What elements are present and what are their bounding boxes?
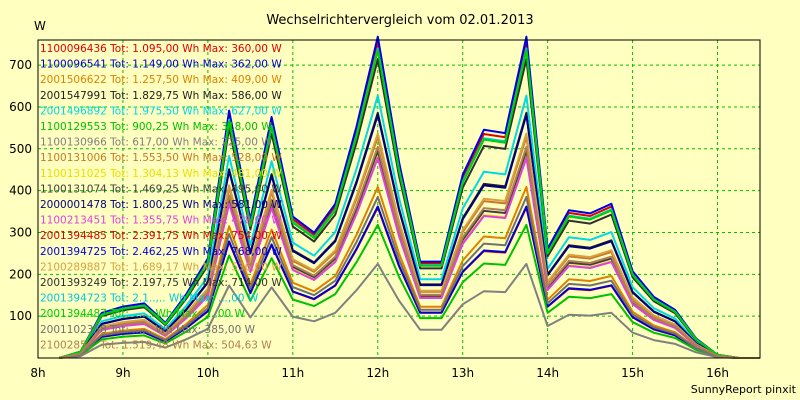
- legend-entry: 2001393249 Tot: 2.197,75 Wh Max: 714,00 …: [40, 277, 282, 289]
- x-axis-ticks: 8h 9h 10h 11h 12h 13h 14h 15h 16h: [30, 366, 729, 380]
- legend: 1100096436 Tot: 1.095,00 Wh Max: 360,00 …: [40, 43, 282, 351]
- y-tick-label: 200: [9, 267, 32, 281]
- series-line: [59, 223, 760, 359]
- plot-frame: [37, 39, 761, 359]
- y-tick-label: 700: [9, 58, 32, 72]
- series-line: [59, 262, 760, 359]
- x-tick-label: 8h: [30, 366, 45, 380]
- legend-entry: 1100096541 Tot: 1.149,00 Wh Max: 362,00 …: [40, 59, 282, 71]
- legend-entry: 1100131074 Tot: 1.469,25 Wh Max: 495,00 …: [40, 183, 282, 195]
- legend-entry: 2001394487 Tot: ...... Wh Max: ...,00 W: [40, 308, 246, 320]
- legend-entry: 2001506622 Tot: 1.257,50 Wh Max: 409,00 …: [40, 74, 282, 86]
- y-tick-label: 100: [9, 309, 32, 323]
- x-tick-label: 10h: [196, 366, 219, 380]
- footer-credit: SunnyReport pinxit: [691, 383, 797, 396]
- legend-entry: 2001547991 Tot: 1.829,75 Wh Max: 586,00 …: [40, 90, 282, 102]
- series-line: [59, 157, 760, 359]
- legend-entry: 1100131006 Tot: 1.553,50 Wh Max: 528,00 …: [40, 152, 282, 164]
- series-line: [59, 185, 760, 359]
- y-axis-ticks: 100 200 300 400 500 600 700: [9, 58, 32, 323]
- x-tick-label: 15h: [621, 366, 644, 380]
- legend-entry: 2001394725 Tot: 2.462,25 Wh Max: 768,00 …: [40, 246, 282, 258]
- legend-entry: 1100130966 Tot: 617,00 Wh Max: 225,00 W: [40, 137, 272, 149]
- x-tick-label: 9h: [115, 366, 130, 380]
- series-line: [58, 94, 760, 359]
- legend-entry: 2100285... Tot: 1.519,48 Wh Max: 504,63 …: [40, 339, 272, 351]
- legend-entry: 2001394723 Tot: 2.1..,.. Wh Max: ...,00 …: [40, 293, 259, 305]
- legend-entry: 2001394485 Tot: 2.391,75 Wh Max: 754,00 …: [40, 230, 282, 242]
- x-tick-label: 13h: [451, 366, 474, 380]
- x-tick-label: 14h: [536, 366, 559, 380]
- chart-title: Wechselrichtervergleich vom 02.01.2013: [266, 13, 533, 28]
- x-tick-label: 16h: [706, 366, 729, 380]
- legend-entry: 2001496892 Tot: 1.975,50 Wh Max: 627,00 …: [40, 105, 282, 117]
- legend-entry: 2001102358 Tot: ...... Wh Max: 385,00 W: [40, 324, 256, 336]
- series-line: [58, 132, 760, 359]
- legend-entry: 1100213451 Tot: 1.355,75 Wh Max: 478,00 …: [40, 215, 282, 227]
- y-tick-label: 300: [9, 225, 32, 239]
- legend-entry: 1100129553 Tot: 900,25 Wh Max: 318,00 W: [40, 121, 272, 133]
- legend-entry: 1100096436 Tot: 1.095,00 Wh Max: 360,00 …: [40, 43, 282, 55]
- series-line: [59, 145, 760, 359]
- x-tick-label: 12h: [366, 366, 389, 380]
- y-tick-label: 600: [9, 100, 32, 114]
- series-line: [58, 35, 760, 359]
- y-tick-label: 400: [9, 184, 32, 198]
- series-line: [58, 113, 760, 359]
- series-line: [58, 49, 760, 359]
- series-line: [59, 205, 760, 359]
- series-line: [59, 195, 760, 359]
- y-axis-unit: W: [34, 19, 46, 33]
- x-tick-label: 11h: [281, 366, 304, 380]
- series-lines: [58, 35, 760, 359]
- y-tick-label: 500: [9, 142, 32, 156]
- legend-entry: 1100131025 Tot: 1.304,13 Wh Max: 481,00 …: [40, 168, 282, 180]
- legend-entry: 2000001478 Tot: 1.800,25 Wh Max: 581,00 …: [40, 199, 282, 211]
- legend-entry: 2100289887 Tot: 1.689,17 Wh Max: 536,00 …: [40, 261, 282, 273]
